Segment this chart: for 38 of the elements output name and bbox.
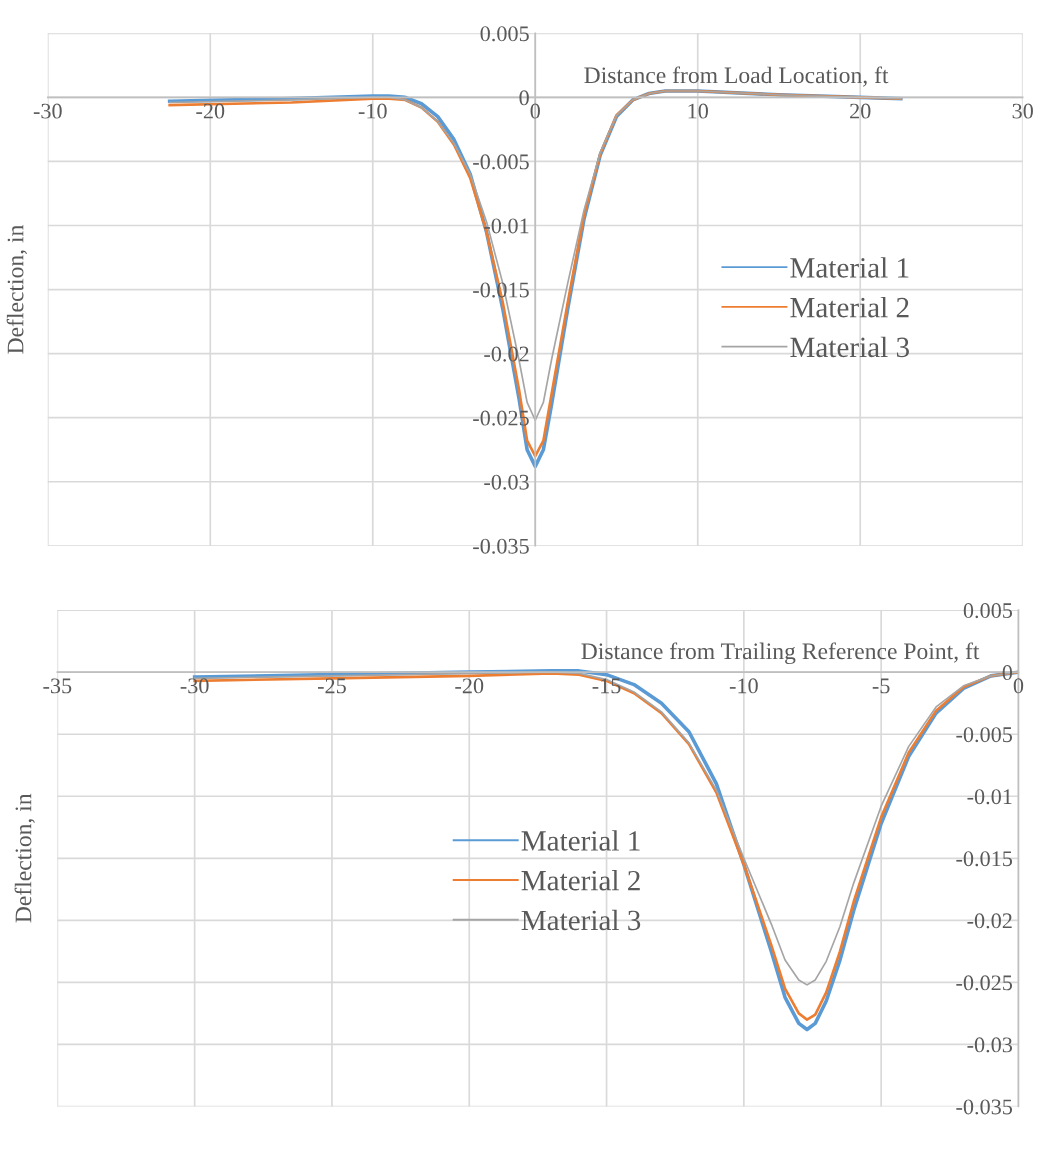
x-tick-label: -25 — [317, 678, 346, 694]
y-tick-label: -0.03 — [484, 474, 529, 490]
x-tick-label: -20 — [455, 678, 484, 694]
y-tick-label: -0.035 — [956, 1099, 1013, 1115]
x-tick-label: -30 — [33, 103, 62, 119]
y-tick-label: -0.005 — [956, 727, 1013, 743]
y-tick-label: 0 — [519, 90, 529, 106]
legend-label: Material 3 — [521, 909, 641, 931]
y-tick-label: -0.025 — [956, 975, 1013, 991]
x-axis-title: Distance from Trailing Reference Point, ft — [581, 642, 980, 665]
legend-label: Material 3 — [790, 336, 909, 358]
legend-label: Material 2 — [790, 296, 909, 318]
y-axis-title: Deflection, in — [6, 225, 27, 354]
y-axis-title: Deflection, in — [14, 793, 35, 923]
x-tick-label: 20 — [850, 103, 871, 119]
y-tick-label: -0.005 — [473, 154, 529, 170]
y-tick-label: -0.03 — [967, 1037, 1013, 1053]
x-tick-label: -15 — [592, 678, 621, 694]
y-tick-label: -0.02 — [967, 913, 1012, 929]
legend-label: Material 1 — [790, 257, 909, 278]
y-tick-label: -0.035 — [473, 538, 529, 554]
x-tick-label: -5 — [872, 678, 890, 694]
x-tick-label: -20 — [196, 103, 225, 119]
x-tick-label: 30 — [1012, 103, 1033, 119]
legend-label: Material 2 — [521, 869, 640, 891]
x-tick-label: -10 — [358, 103, 387, 119]
x-axis-title: Distance from Load Location, ft — [584, 66, 889, 87]
x-tick-label: 0 — [530, 103, 540, 119]
legend-label: Material 1 — [521, 830, 640, 851]
y-tick-label: 0.005 — [963, 603, 1013, 619]
x-tick-label: -35 — [43, 678, 72, 694]
y-tick-label: 0.005 — [480, 26, 529, 42]
x-tick-label: -10 — [729, 678, 758, 694]
y-tick-label: -0.015 — [956, 851, 1013, 867]
y-tick-label: -0.01 — [967, 789, 1012, 805]
x-tick-label: 10 — [688, 103, 708, 119]
x-tick-label: 0 — [1013, 678, 1024, 694]
x-tick-label: -30 — [180, 678, 209, 694]
